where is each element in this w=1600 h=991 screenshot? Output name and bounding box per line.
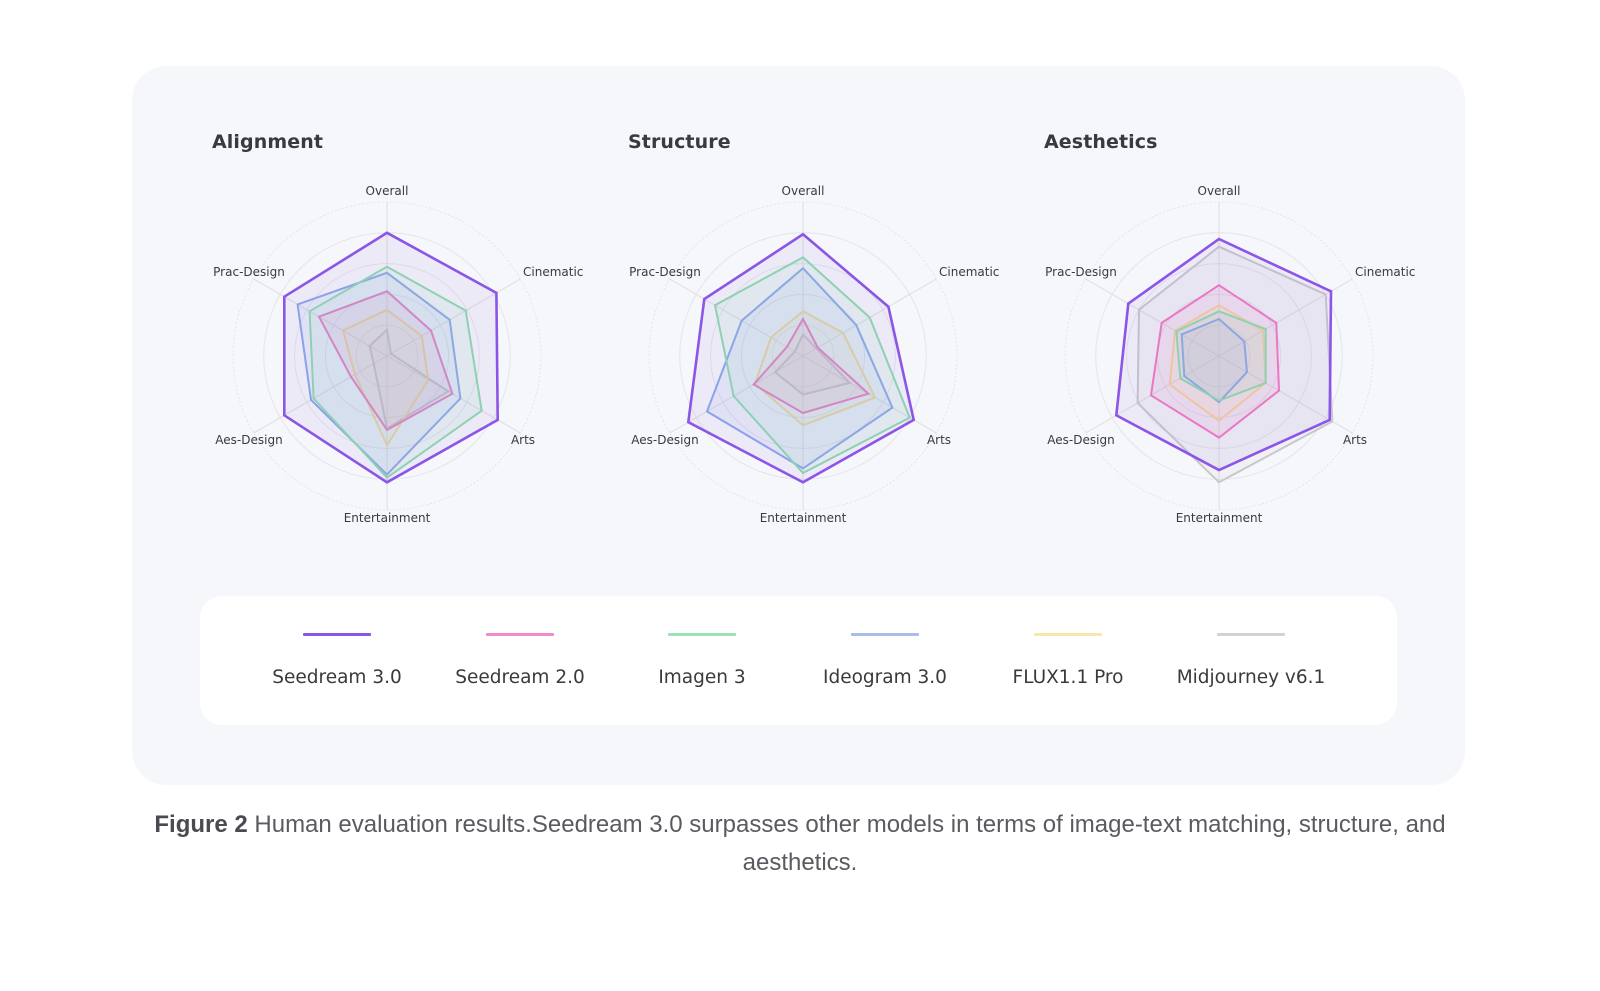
series-polygon-imagen-3 <box>308 265 483 480</box>
chart-title-alignment: Alignment <box>212 131 324 153</box>
axis-label-cinematic: Cinematic <box>523 265 583 279</box>
axis-label-arts: Arts <box>1343 433 1367 447</box>
radar-alignment: Overall Cinematic Arts Entertainment Aes-Des… <box>213 184 583 525</box>
axis-line-aes-design <box>1085 355 1220 434</box>
axis-label-prac-design: Prac-Design <box>213 265 285 279</box>
series-polygon-midjourney-v6-1 <box>773 332 852 396</box>
legend-item-midjourney: Midjourney v6.1 <box>1160 596 1342 725</box>
axis-line-aes-design <box>669 355 804 434</box>
series-polygon-seedream-2-0 <box>317 290 454 432</box>
axis-line-cinematic <box>386 278 521 357</box>
legend-swatch <box>486 633 554 636</box>
figure-caption: Figure 2 Human evaluation results.Seedre… <box>140 806 1460 882</box>
axis-label-cinematic: Cinematic <box>1355 265 1415 279</box>
axis-line-aes-design <box>253 355 388 434</box>
axis-label-overall: Overall <box>366 184 409 198</box>
legend-item-seedream-2: Seedream 2.0 <box>429 596 611 725</box>
radar-structure: Overall Cinematic Arts Entertainment Aes-Des… <box>629 184 999 525</box>
axis-label-arts: Arts <box>511 433 535 447</box>
legend-item-imagen-3: Imagen 3 <box>611 596 793 725</box>
axis-line-prac-design <box>1085 278 1220 357</box>
caption-text: Human evaluation results.Seedream 3.0 su… <box>247 811 1446 876</box>
series-polygon-imagen-3 <box>1175 310 1267 402</box>
radar-charts: Overall Cinematic Arts Entertainment Aes-Des… <box>213 184 1415 525</box>
axis-label-entertainment: Entertainment <box>344 511 431 525</box>
axis-label-prac-design: Prac-Design <box>1045 265 1117 279</box>
legend-label: Seedream 2.0 <box>455 667 585 688</box>
legend-label: Imagen 3 <box>658 667 746 688</box>
axis-label-entertainment: Entertainment <box>760 511 847 525</box>
legend-label: Midjourney v6.1 <box>1176 667 1326 688</box>
series-polygon-seedream-3-0 <box>282 231 500 484</box>
axis-label-entertainment: Entertainment <box>1176 511 1263 525</box>
legend-swatch <box>303 633 371 636</box>
legend-swatch <box>851 633 919 636</box>
series-polygon-flux1-1-pro <box>753 310 877 427</box>
legend-swatch <box>1034 633 1102 636</box>
legend-item-ideogram-3: Ideogram 3.0 <box>794 596 976 725</box>
axis-label-prac-design: Prac-Design <box>629 265 701 279</box>
chart-title-aesthetics: Aesthetics <box>1044 131 1158 153</box>
legend-label: Ideogram 3.0 <box>823 667 947 688</box>
caption-label: Figure 2 <box>154 811 248 838</box>
axis-label-aes-design: Aes-Design <box>631 433 698 447</box>
legend-item-flux: FLUX1.1 Pro <box>977 596 1159 725</box>
series-polygon-seedream-2-0 <box>1149 284 1281 439</box>
axis-label-overall: Overall <box>1198 184 1241 198</box>
series-polygon-seedream-3-0 <box>686 232 916 484</box>
radar-aesthetics: Overall Cinematic Arts Entertainment Aes-Des… <box>1045 184 1415 525</box>
axis-label-aes-design: Aes-Design <box>215 433 282 447</box>
chart-title-structure: Structure <box>628 131 731 153</box>
axis-label-overall: Overall <box>782 184 825 198</box>
legend-item-seedream-3: Seedream 3.0 <box>246 596 428 725</box>
legend-label: Seedream 3.0 <box>272 667 402 688</box>
axis-label-arts: Arts <box>927 433 951 447</box>
axis-label-cinematic: Cinematic <box>939 265 999 279</box>
legend-swatch <box>668 633 736 636</box>
legend: Seedream 3.0 Seedream 2.0 Imagen 3 Ideog… <box>200 596 1397 725</box>
axis-label-aes-design: Aes-Design <box>1047 433 1114 447</box>
series-polygon-imagen-3 <box>713 256 911 475</box>
axis-line-prac-design <box>669 278 804 357</box>
series-polygon-flux1-1-pro <box>341 308 430 448</box>
legend-swatch <box>1217 633 1285 636</box>
series-polygon-seedream-2-0 <box>752 316 871 415</box>
series-polygon-ideogram-3-0 <box>1180 317 1249 404</box>
legend-label: FLUX1.1 Pro <box>1012 667 1124 688</box>
series-polygon-seedream-3-0 <box>1114 237 1333 472</box>
